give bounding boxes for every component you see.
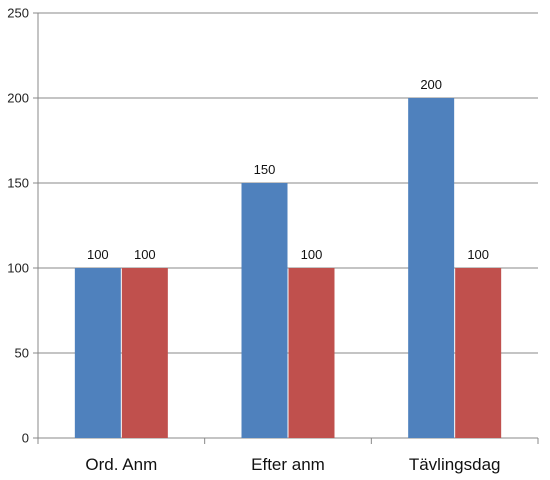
data-label-s1-2: 100	[467, 247, 489, 262]
bar-s1-0	[121, 268, 168, 438]
y-tick-label-100: 100	[7, 261, 29, 276]
y-tick-label-150: 150	[7, 176, 29, 191]
data-label-s0-2: 200	[420, 77, 442, 92]
data-label-s1-1: 100	[301, 247, 323, 262]
gridlines	[38, 12, 538, 354]
bar-s0-0	[74, 268, 121, 438]
y-tick-label-200: 200	[7, 91, 29, 106]
data-label-s0-0: 100	[87, 247, 109, 262]
bar-s0-2	[408, 98, 455, 438]
y-tick-label-250: 250	[7, 6, 29, 21]
bar-s1-2	[455, 268, 502, 438]
bar-s1-1	[288, 268, 335, 438]
y-tick-label-50: 50	[15, 346, 29, 361]
data-label-s0-1: 150	[254, 162, 276, 177]
axes	[33, 12, 539, 444]
bar-s0-1	[241, 183, 288, 438]
bars	[74, 98, 502, 438]
x-category-label-0: Ord. Anm	[85, 455, 157, 474]
y-tick-label-0: 0	[22, 431, 29, 446]
data-label-s1-0: 100	[134, 247, 156, 262]
labels: 0 50 100 150 200 250 100 100 Ord. Anm 150 100 Efter…	[7, 6, 500, 475]
x-category-label-2: Tävlingsdag	[409, 455, 501, 474]
x-category-label-1: Efter anm	[251, 455, 325, 474]
